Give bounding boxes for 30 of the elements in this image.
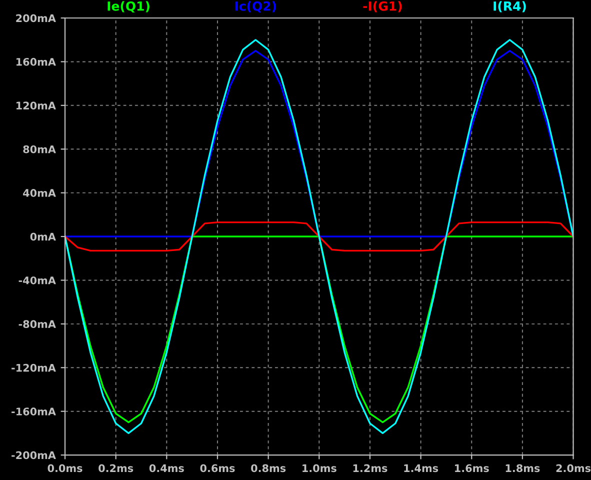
x-tick-label: 0.2ms <box>98 464 134 472</box>
y-tick-label: -120mA <box>12 364 56 372</box>
y-tick-label: -40mA <box>18 276 56 284</box>
y-tick-label: -160mA <box>12 408 56 416</box>
text: I(R4) <box>494 1 526 12</box>
x-tick-label: 1.6ms <box>455 464 489 472</box>
x-tick-label: 1.4ms <box>404 464 438 472</box>
line-series <box>65 50 574 238</box>
x-tick-label: 1.2ms <box>353 464 388 472</box>
y-tick-label: -200mA <box>12 451 56 460</box>
text: Ic(Q2) <box>235 1 276 12</box>
y-tick-label: 0mA <box>30 232 56 241</box>
x-tick-label: 0.8ms <box>251 464 286 472</box>
x-tick-label: 0.0ms <box>48 464 82 472</box>
y-tick-label: -80mA <box>18 320 56 328</box>
line-series <box>65 236 574 424</box>
text: Ie(Q1) <box>108 1 150 12</box>
y-tick-label: 120mA <box>16 102 56 110</box>
x-tick-label: 1.8ms <box>506 464 540 472</box>
line-series <box>65 39 574 434</box>
y-tick-label: 80mA <box>23 145 56 154</box>
x-tick-label: 1.0ms <box>302 464 336 472</box>
y-tick-label: 200mA <box>16 14 56 22</box>
text: -I(G1) <box>363 1 402 12</box>
x-tick-label: 0.6ms <box>200 464 235 472</box>
x-tick-label: 2.0ms <box>556 464 591 472</box>
y-tick-label: 40mA <box>23 189 56 197</box>
y-tick-label: 160mA <box>16 58 56 66</box>
x-tick-label: 0.4ms <box>149 464 184 472</box>
line-series <box>65 221 574 252</box>
